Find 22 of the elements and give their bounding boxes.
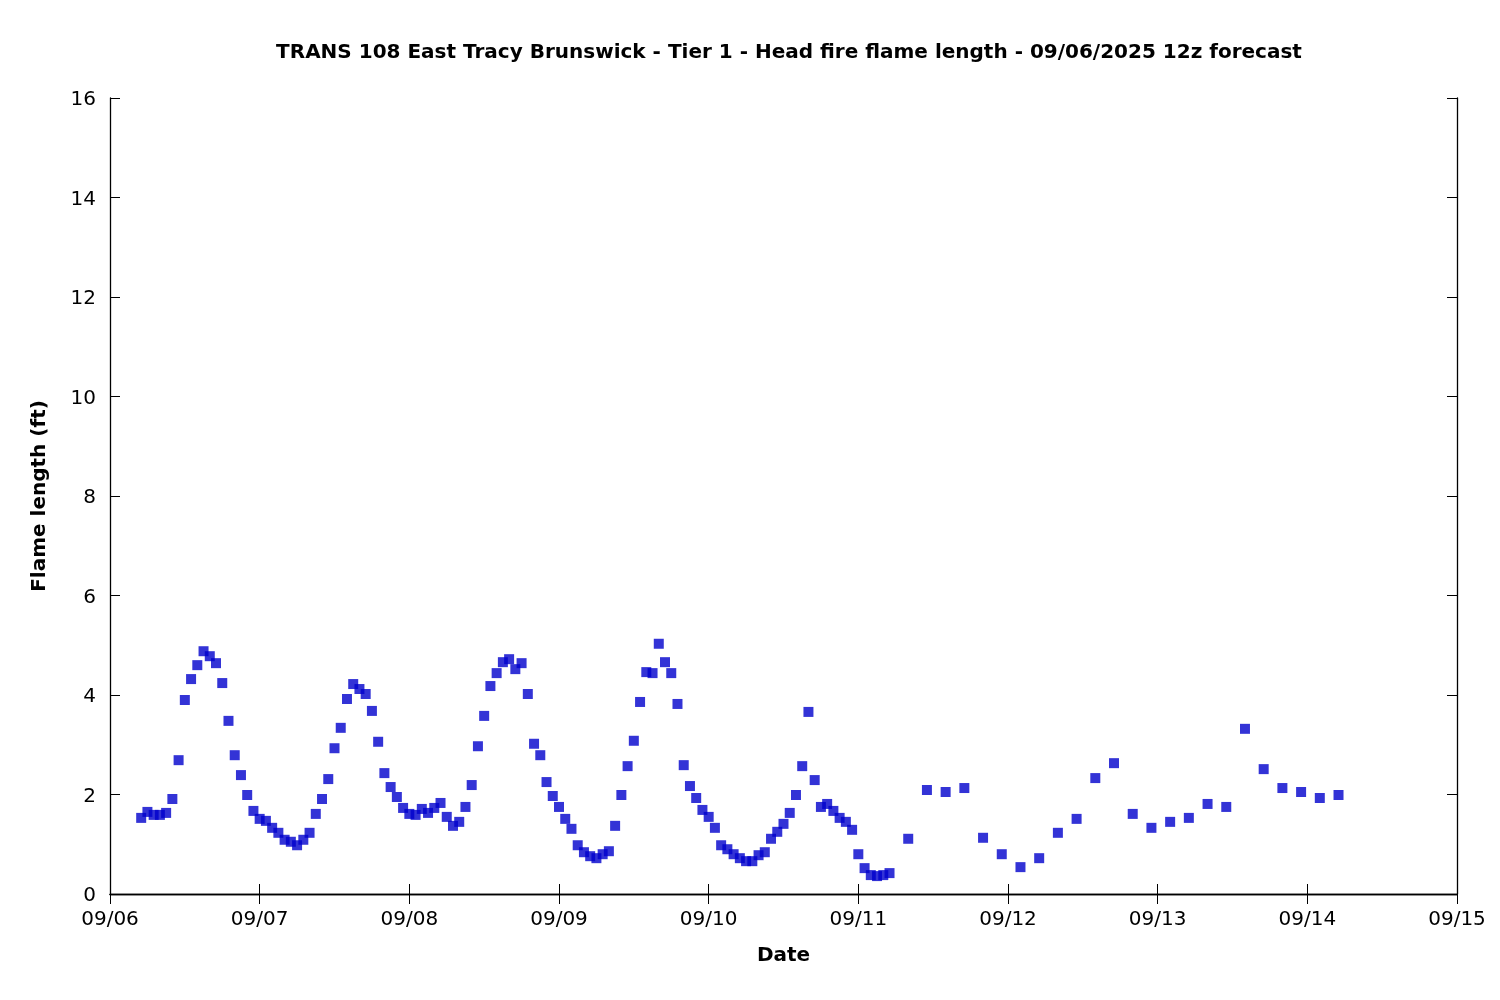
x-tick-label: 09/11 [829, 906, 888, 930]
y-tick-label: 12 [70, 285, 96, 309]
y-tick-label: 0 [83, 882, 96, 906]
x-tick-label: 09/06 [81, 906, 139, 930]
y-tick-label: 6 [83, 583, 96, 608]
x-tick-label: 09/09 [530, 906, 588, 930]
y-axis-title: Flame length (ft) [26, 400, 50, 592]
y-tick-label: 8 [83, 484, 96, 508]
y-tick-label: 2 [83, 782, 96, 807]
x-tick-label: 09/15 [1428, 906, 1486, 930]
x-tick-label: 09/14 [1278, 906, 1337, 930]
x-tick-label: 09/07 [230, 906, 289, 930]
x-tick-label: 09/12 [979, 906, 1037, 930]
chart-title: TRANS 108 East Tracy Brunswick - Tier 1 - Head fire flame length - 09/06/2025 12z forecast [276, 39, 1303, 63]
y-tick-label: 4 [83, 683, 96, 707]
x-tick-label: 09/08 [380, 906, 439, 930]
x-tick-label: 09/13 [1128, 906, 1187, 930]
y-tick-label: 14 [70, 185, 96, 210]
y-tick-label: 16 [70, 86, 96, 110]
x-axis-title: Date [756, 942, 811, 966]
x-tick-label: 09/10 [679, 906, 738, 930]
y-tick-label: 10 [70, 384, 96, 409]
